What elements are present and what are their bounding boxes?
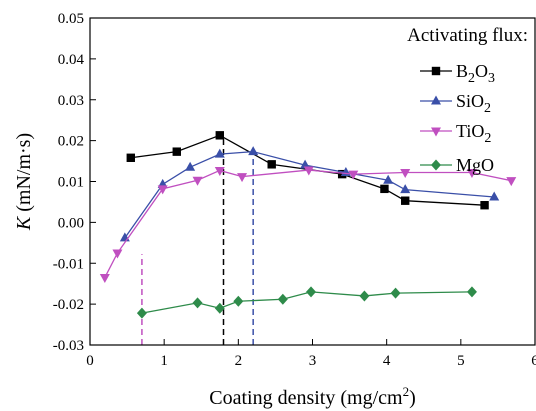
data-point: [99, 274, 110, 284]
y-tick-label: -0.02: [53, 297, 84, 313]
legend-title: Activating flux:: [407, 25, 528, 46]
data-point: [215, 131, 224, 140]
reference-lines: [141, 135, 254, 345]
data-point: [300, 159, 311, 169]
legend-item: SiO2: [420, 91, 491, 116]
legend-swatch-marker: [431, 95, 441, 105]
data-point: [214, 148, 225, 158]
x-tick-label: 2: [235, 353, 243, 369]
series-1: [119, 146, 500, 242]
y-axis-title: K (mN/m·s): [13, 133, 35, 231]
data-point: [506, 177, 517, 187]
data-point: [466, 286, 477, 298]
y-tick-label: 0.05: [58, 11, 84, 27]
data-point: [126, 153, 135, 162]
series-2: [99, 166, 517, 284]
y-tick-label: 0.03: [58, 93, 84, 109]
series-3: [136, 286, 477, 319]
data-point: [400, 184, 411, 194]
data-point: [267, 160, 276, 169]
data-point: [401, 196, 410, 205]
legend-label: B2O3: [456, 61, 495, 86]
y-tick-label: 0.01: [58, 175, 84, 191]
legend-item: TiO2: [420, 121, 491, 146]
data-point: [214, 302, 225, 314]
legend-label: TiO2: [456, 121, 491, 146]
data-point: [237, 173, 248, 183]
x-tick-label: 4: [383, 353, 391, 369]
data-point: [400, 169, 411, 179]
data-point: [466, 169, 477, 179]
x-tick-label: 6: [531, 353, 536, 369]
data-point: [136, 307, 147, 319]
x-tick-label: 5: [457, 353, 465, 369]
legend-swatch-marker: [431, 127, 441, 137]
y-tick-label: 0.00: [58, 215, 84, 231]
legend-item: B2O3: [420, 61, 495, 86]
data-point: [480, 201, 489, 210]
data-point: [157, 185, 168, 195]
y-tick-label: 0.04: [58, 52, 85, 68]
data-point: [214, 166, 225, 176]
legend-item: MgO: [420, 155, 494, 175]
legend: B2O3 SiO2 TiO2 MgO: [420, 61, 495, 175]
axis-ticks: 0 1 2 3 4 5 6 -0.03 -0.02 -0.01 0.00 0.01 0.02 0.03 0.…: [53, 11, 536, 369]
x-axis-title: Coating density (mg/cm2): [209, 384, 415, 409]
y-tick-label: -0.01: [53, 256, 84, 272]
data-point: [489, 191, 500, 201]
data-point: [359, 290, 370, 302]
data-point: [192, 176, 203, 186]
data-point: [192, 297, 203, 309]
data-point: [233, 295, 244, 307]
legend-label: MgO: [456, 155, 494, 175]
data-point: [303, 166, 314, 176]
x-tick-label: 0: [86, 353, 94, 369]
legend-label: SiO2: [456, 91, 491, 116]
legend-swatch-marker: [431, 159, 441, 171]
series-line: [124, 151, 495, 239]
series-line: [141, 291, 472, 314]
x-tick-label: 3: [309, 353, 317, 369]
series-layer: [99, 131, 517, 319]
y-tick-label: 0.02: [58, 134, 84, 150]
plot-frame: [89, 17, 536, 346]
data-point: [390, 287, 401, 299]
legend-swatch-marker: [431, 66, 441, 76]
data-point: [306, 286, 317, 298]
data-point: [185, 161, 196, 171]
y-tick-label: -0.03: [53, 338, 84, 354]
x-tick-label: 1: [160, 353, 168, 369]
data-point: [172, 147, 181, 156]
data-point: [348, 170, 359, 180]
data-point: [248, 146, 259, 156]
data-point: [380, 184, 389, 194]
data-point: [112, 249, 123, 259]
data-point: [383, 174, 394, 184]
data-point: [277, 293, 288, 305]
